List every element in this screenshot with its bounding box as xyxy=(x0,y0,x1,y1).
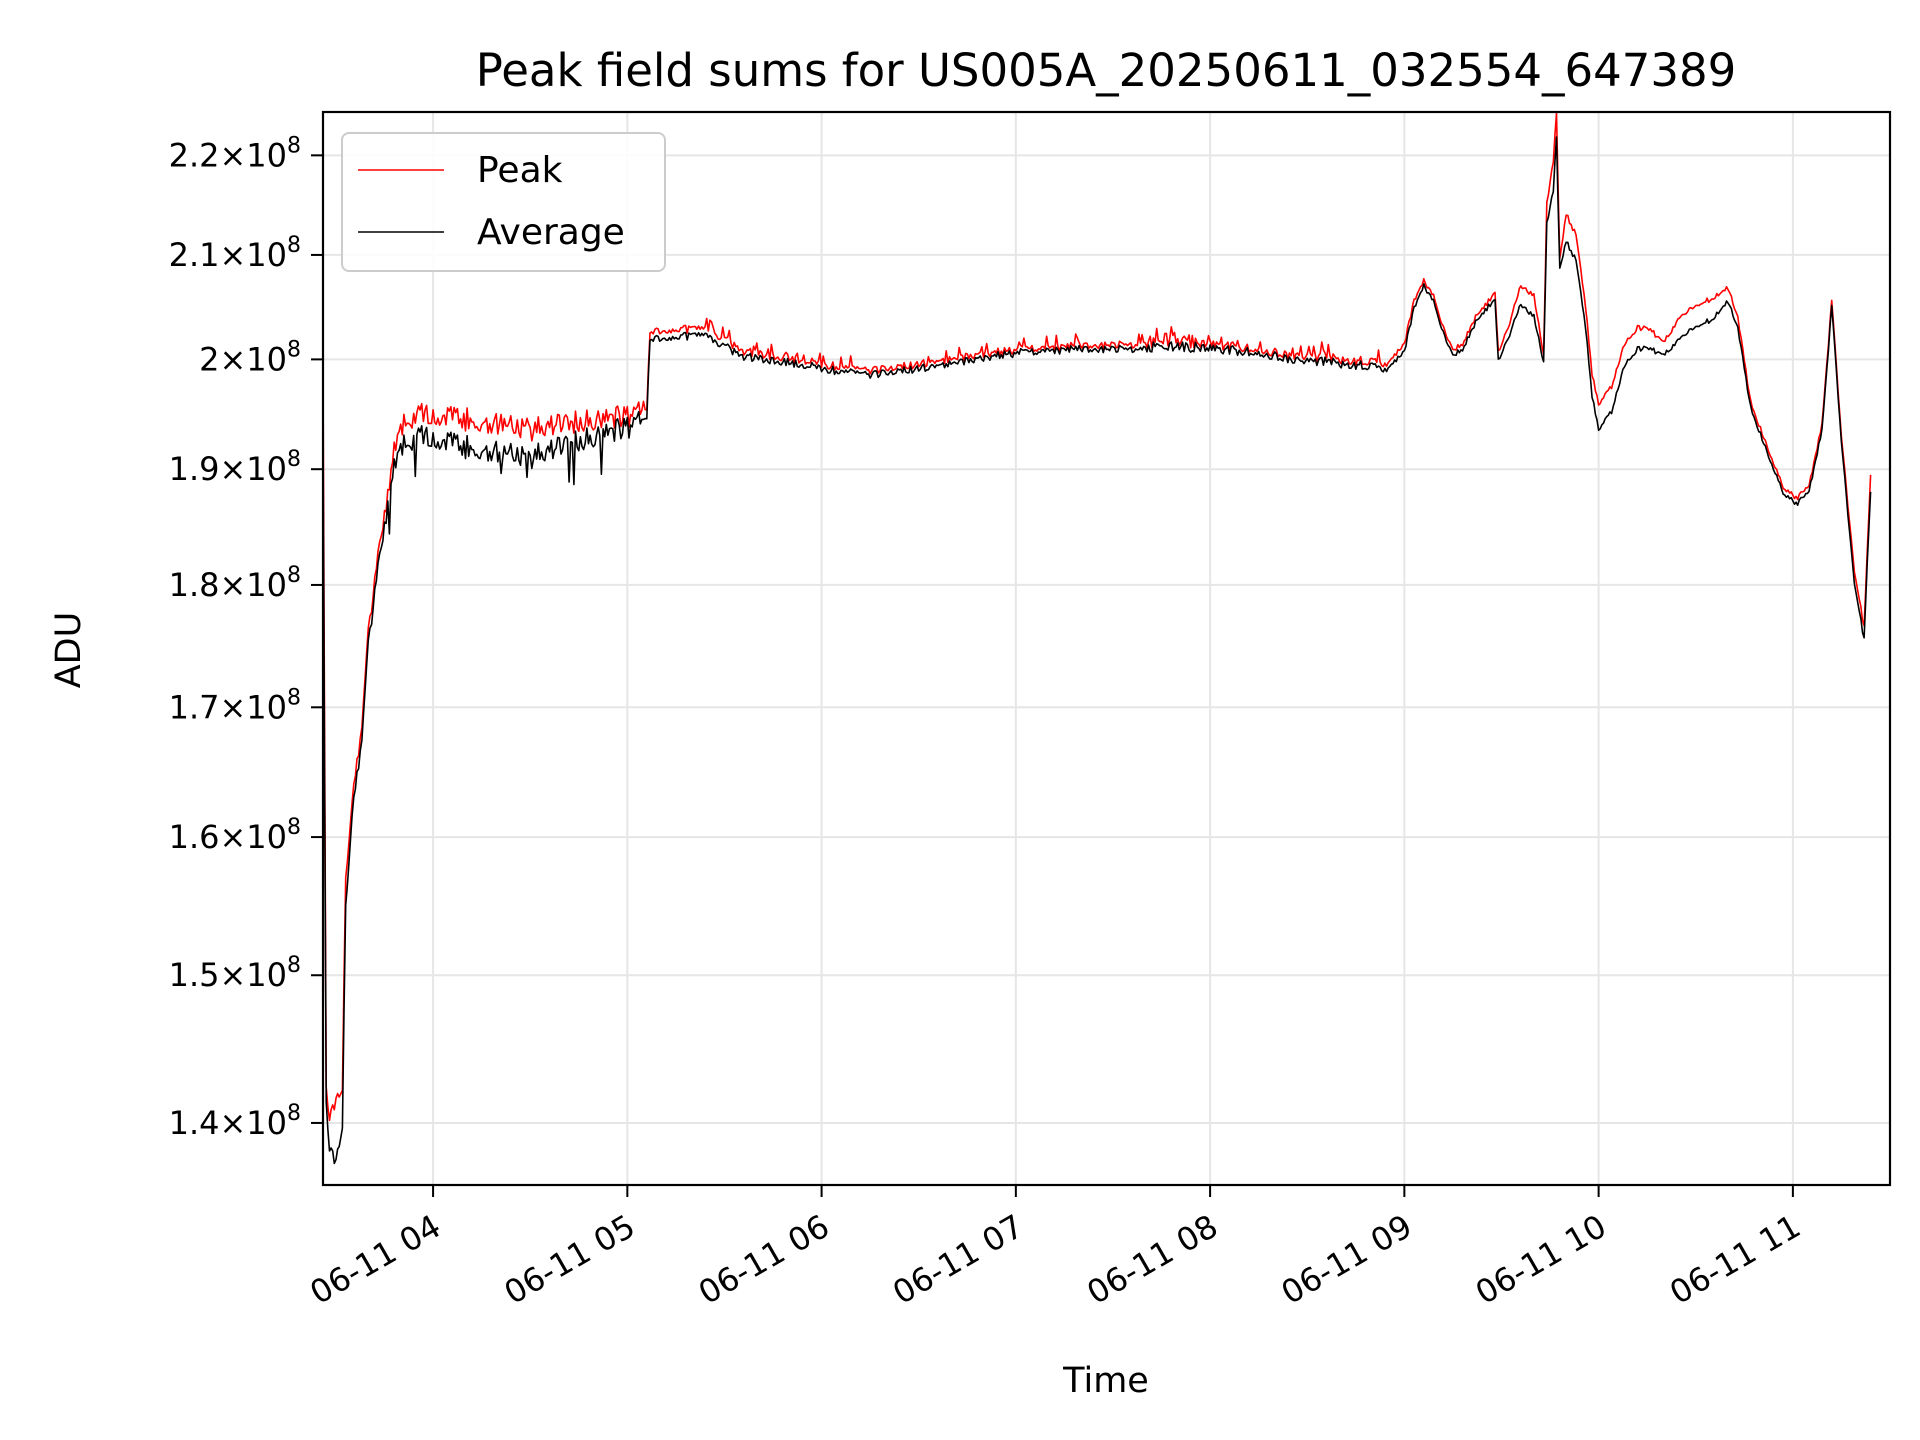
series-lines xyxy=(323,112,1872,1165)
legend-label-peak: Peak xyxy=(477,150,563,191)
y-tick-exponent: 8 xyxy=(287,133,301,158)
legend-box xyxy=(341,132,666,272)
y-tick-mantissa: 2.2×10 xyxy=(169,136,287,174)
y-axis-label: ADU xyxy=(49,612,89,689)
y-tick-mantissa: 1.8×10 xyxy=(169,566,287,604)
y-tick-exponent: 8 xyxy=(287,953,301,978)
y-tick-label: 1.8×108 xyxy=(169,563,301,604)
y-tick-exponent: 8 xyxy=(287,563,301,588)
x-axis-label: Time xyxy=(1062,1361,1149,1401)
y-tick-exponent: 8 xyxy=(287,337,301,362)
y-tick-label: 2×108 xyxy=(199,337,301,378)
y-tick-label: 2.2×108 xyxy=(169,133,301,174)
y-tick-label: 1.7×108 xyxy=(169,685,301,726)
y-tick-mantissa: 1.4×10 xyxy=(169,1104,287,1142)
y-tick-mantissa: 2.1×10 xyxy=(169,236,287,274)
series-line-average xyxy=(323,136,1872,1165)
legend-label-average: Average xyxy=(477,212,625,253)
grid xyxy=(323,112,1890,1185)
series-line-peak xyxy=(323,112,1872,1122)
y-tick-exponent: 8 xyxy=(287,685,301,710)
y-tick-mantissa: 1.6×10 xyxy=(169,818,287,856)
legend: Peak Average xyxy=(341,132,666,272)
y-axis-ticks: 1.4×1081.5×1081.6×1081.7×1081.8×1081.9×1… xyxy=(169,133,323,1142)
y-tick-mantissa: 1.9×10 xyxy=(169,450,287,488)
y-tick-exponent: 8 xyxy=(287,1101,301,1126)
chart-title: Peak field sums for US005A_20250611_0325… xyxy=(476,44,1737,97)
y-tick-mantissa: 2×10 xyxy=(199,340,287,378)
y-tick-label: 1.9×108 xyxy=(169,447,301,488)
y-tick-exponent: 8 xyxy=(287,233,301,258)
y-tick-label: 1.5×108 xyxy=(169,953,301,994)
y-tick-mantissa: 1.5×10 xyxy=(169,956,287,994)
y-tick-exponent: 8 xyxy=(287,447,301,472)
y-tick-label: 2.1×108 xyxy=(169,233,301,274)
y-tick-mantissa: 1.7×10 xyxy=(169,688,287,726)
y-tick-exponent: 8 xyxy=(287,815,301,840)
plot-frame xyxy=(321,110,1892,1187)
y-tick-label: 1.6×108 xyxy=(169,815,301,856)
y-tick-label: 1.4×108 xyxy=(169,1101,301,1142)
